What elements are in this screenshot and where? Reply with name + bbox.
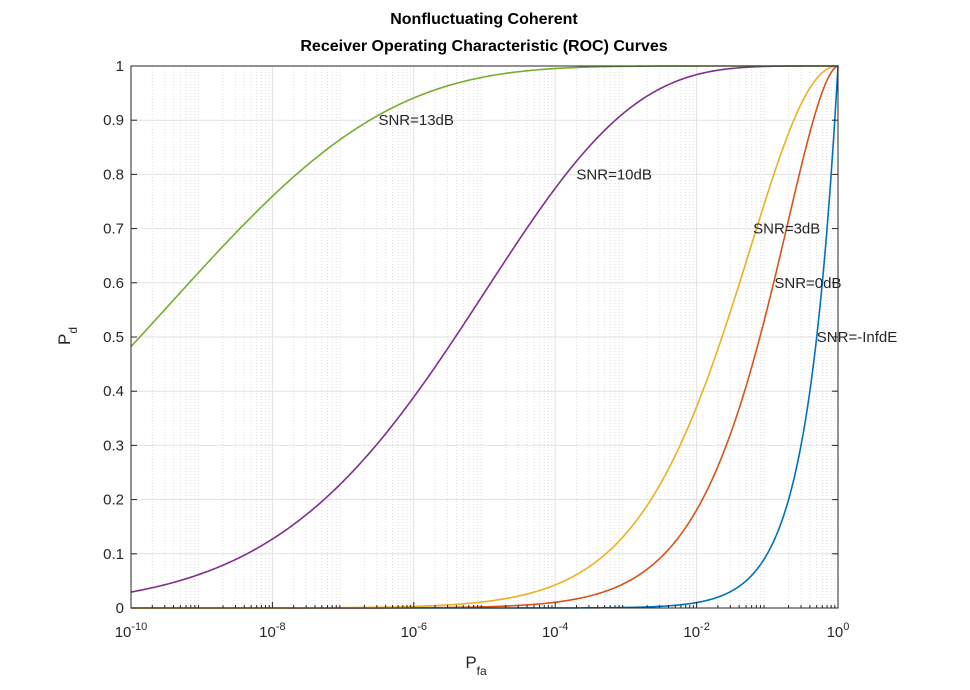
x-axis-ticks: 10-10 10-8 10-6 10-4 10-2 100 (115, 602, 850, 641)
y-tick-label: 0.7 (103, 221, 124, 238)
y-tick-label: 0.1 (103, 546, 124, 563)
chart-title-line1: Nonfluctuating Coherent (390, 11, 578, 28)
x-tick-label: 10-2 (683, 621, 709, 641)
x-tick-label: 10-8 (259, 621, 285, 641)
x-tick-label: 10-6 (401, 621, 427, 641)
x-axis-label: Pfa (465, 653, 487, 678)
y-tick-label: 0.9 (103, 112, 124, 129)
y-tick-label: 0 (116, 600, 124, 617)
x-tick-label: 10-10 (115, 621, 148, 641)
curve-label: SNR=3dB (753, 221, 820, 238)
y-tick-label: 0.3 (103, 437, 124, 454)
chart-title-line2: Receiver Operating Characteristic (ROC) … (300, 38, 667, 55)
curve-label: SNR=0dB (774, 275, 841, 292)
curve-label: SNR=13dB (378, 112, 453, 129)
curve-label: SNR=10dB (576, 166, 651, 183)
y-tick-label: 1 (116, 58, 124, 75)
y-tick-label: 0.5 (103, 329, 124, 346)
y-tick-label: 0.6 (103, 275, 124, 292)
y-tick-label: 0.8 (103, 166, 124, 183)
y-axis-label: Pd (55, 327, 80, 345)
x-tick-label: 100 (827, 621, 850, 641)
y-tick-label: 0.4 (103, 383, 124, 400)
y-axis-ticks: 0 0.1 0.2 0.3 0.4 0.5 0.6 0.7 0.8 0.9 1 (103, 58, 838, 617)
y-tick-label: 0.2 (103, 492, 124, 509)
x-tick-label: 10-4 (542, 621, 568, 641)
curve-label: SNR=-InfdE (817, 329, 897, 346)
curve-labels: SNR=-InfdE SNR=0dB SNR=3dB SNR=10dB SNR=13dB (378, 112, 897, 346)
curve-snr-10db (130, 65, 838, 593)
